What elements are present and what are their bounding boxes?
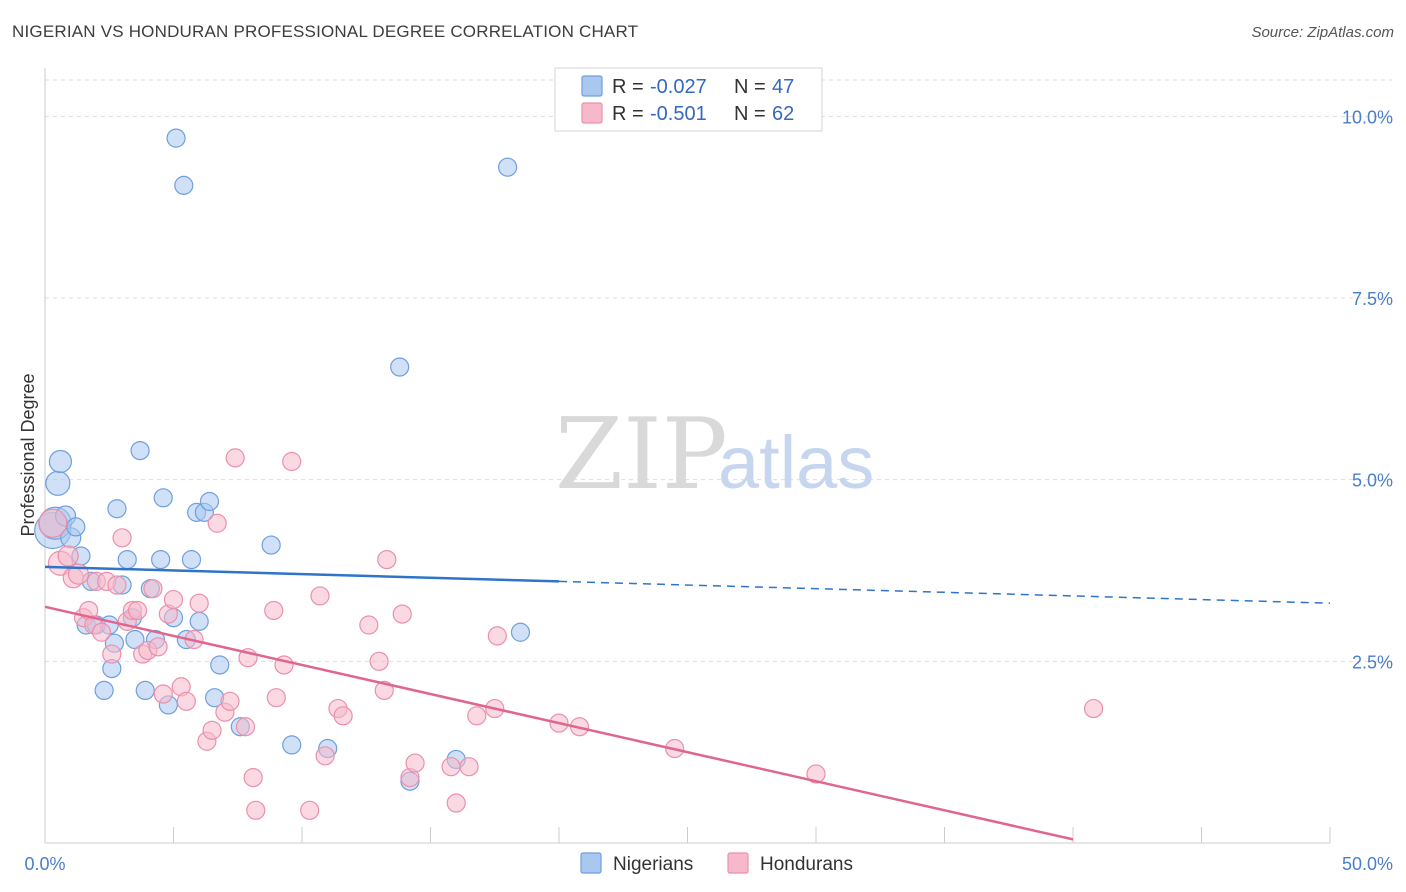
legend-r-value-nigerians: -0.027 xyxy=(650,76,707,98)
y-tick-label-0: 2.5% xyxy=(1352,652,1393,672)
watermark-zip: ZIP xyxy=(555,398,728,512)
honduran-point-23 xyxy=(163,589,184,610)
nigerian-point-24 xyxy=(151,549,171,570)
honduran-point-21 xyxy=(153,684,173,704)
honduran-point-38 xyxy=(264,600,284,621)
y-tick-labels: 2.5% 5.0% 7.5% 10.0% xyxy=(1342,107,1393,672)
y-tick-label-1: 5.0% xyxy=(1352,471,1393,491)
bottom-legend-label-hondurans: Hondurans xyxy=(760,854,853,875)
nigerian-point-37 xyxy=(210,655,230,675)
legend-swatch-hondurans xyxy=(581,102,603,124)
legend-n-value-nigerians: 47 xyxy=(772,76,794,98)
honduran-point-50 xyxy=(377,549,397,570)
honduran-point-48 xyxy=(369,651,389,671)
honduran-point-27 xyxy=(189,593,209,613)
legend-r-label-nigerians: R = xyxy=(612,76,644,98)
honduran-point-54 xyxy=(441,757,461,777)
honduran-point-30 xyxy=(207,513,227,533)
series-hondurans xyxy=(38,448,1104,820)
honduran-trend-solid xyxy=(44,605,1074,841)
honduran-point-11 xyxy=(102,644,122,664)
nigerian-point-2 xyxy=(45,470,71,496)
nigerian-point-28 xyxy=(166,128,186,148)
nigerian-point-46 xyxy=(510,622,531,642)
honduran-point-32 xyxy=(220,691,240,711)
nigerian-point-15 xyxy=(107,499,127,519)
honduran-point-33 xyxy=(225,448,245,468)
nigerian-point-6 xyxy=(66,517,86,537)
honduran-point-2 xyxy=(57,545,79,567)
honduran-point-37 xyxy=(246,800,266,820)
nigerian-point-20 xyxy=(130,441,150,461)
watermark-atlas: atlas xyxy=(718,421,874,504)
nigerian-point-40 xyxy=(282,735,302,755)
nigerian-point-42 xyxy=(390,357,410,377)
legend-n-value-hondurans: 62 xyxy=(772,103,794,125)
legend-r-label-hondurans: R = xyxy=(612,103,644,125)
x-tick-label-0: 0.0% xyxy=(24,854,65,874)
honduran-point-59 xyxy=(487,626,507,646)
honduran-point-20 xyxy=(148,637,168,657)
honduran-point-55 xyxy=(446,793,466,813)
honduran-point-34 xyxy=(235,717,256,737)
nigerian-point-31 xyxy=(181,549,202,570)
nigerian-point-39 xyxy=(261,535,281,555)
nigerian-trend-solid xyxy=(44,565,560,583)
nigerian-point-21 xyxy=(135,680,155,701)
bottom-legend-swatch-nigerians xyxy=(580,852,602,874)
honduran-point-42 xyxy=(300,800,320,820)
honduran-point-25 xyxy=(176,691,196,711)
legend-n-label-nigerians: N = xyxy=(734,76,766,98)
watermark: ZIP atlas xyxy=(555,398,874,512)
chart-title: NIGERIAN VS HONDURAN PROFESSIONAL DEGREE… xyxy=(12,22,639,41)
nigerian-point-35 xyxy=(199,491,220,512)
honduran-point-46 xyxy=(333,706,353,726)
honduran-point-19 xyxy=(143,579,163,599)
x-tick-label-1: 50.0% xyxy=(1342,854,1393,874)
nigerian-point-29 xyxy=(174,175,194,195)
legend-n-label-hondurans: N = xyxy=(734,103,766,125)
nigerian-point-17 xyxy=(117,549,137,570)
y-tick-label-2: 7.5% xyxy=(1352,289,1393,309)
trend-lines xyxy=(44,565,1331,841)
honduran-point-51 xyxy=(392,604,412,624)
legend-swatch-nigerians xyxy=(581,75,603,97)
nigerian-trend-dashed xyxy=(558,580,1331,604)
source-credit: Source: ZipAtlas.com xyxy=(1251,24,1394,41)
honduran-point-0 xyxy=(38,508,68,538)
nigerian-point-3 xyxy=(48,449,73,474)
y-tick-label-3: 10.0% xyxy=(1342,107,1393,127)
honduran-point-47 xyxy=(359,615,379,635)
bottom-legend-swatch-hondurans xyxy=(727,852,749,874)
honduran-point-57 xyxy=(467,706,487,726)
honduran-point-49 xyxy=(374,680,394,701)
honduran-point-12 xyxy=(107,575,127,595)
honduran-point-64 xyxy=(1083,698,1104,719)
x-tick-labels: 0.0% 50.0% xyxy=(24,854,1393,874)
honduran-point-9 xyxy=(91,622,112,642)
honduran-point-41 xyxy=(282,451,302,472)
bottom-legend: Nigerians Hondurans xyxy=(580,852,853,875)
nigerian-point-45 xyxy=(498,157,518,177)
honduran-point-56 xyxy=(459,757,479,777)
nigerian-point-25 xyxy=(153,488,173,508)
honduran-point-53 xyxy=(405,753,425,773)
honduran-point-13 xyxy=(112,528,132,548)
nigerian-point-11 xyxy=(94,680,114,701)
top-legend: R = -0.027 N = 47 R = -0.501 N = 62 xyxy=(554,67,823,132)
honduran-point-39 xyxy=(266,688,286,708)
y-axis-title: Professional Degree xyxy=(18,373,38,536)
honduran-point-36 xyxy=(243,767,263,788)
honduran-point-29 xyxy=(202,720,222,740)
honduran-point-43 xyxy=(310,586,330,606)
nigerian-point-33 xyxy=(189,611,209,631)
bottom-legend-label-nigerians: Nigerians xyxy=(613,854,693,875)
grid-lines xyxy=(45,79,1392,662)
honduran-point-16 xyxy=(127,600,148,621)
honduran-point-44 xyxy=(315,746,335,766)
legend-r-value-hondurans: -0.501 xyxy=(650,103,707,125)
honduran-point-63 xyxy=(806,764,826,784)
axes xyxy=(44,68,1331,844)
